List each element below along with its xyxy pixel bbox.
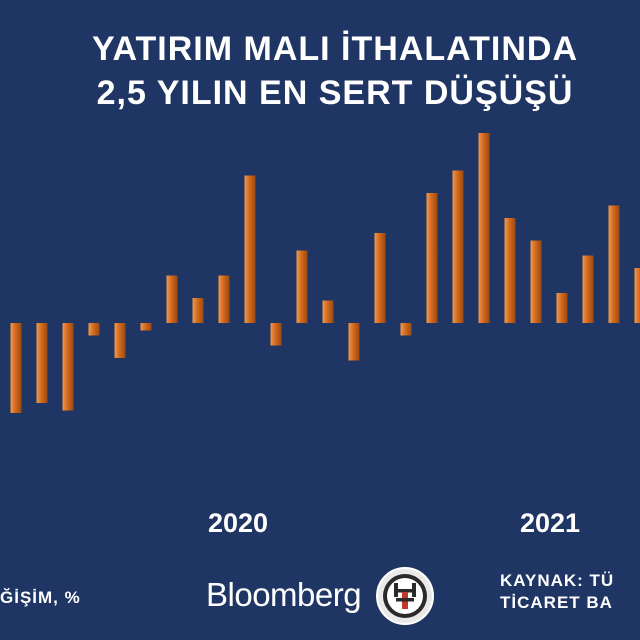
bar-chart [10,133,640,413]
x-tick-label-2021: 2021 [520,508,581,538]
bar-15 [374,233,386,323]
bar-4 [88,323,100,336]
source-line-2: TİCARET BA [500,593,613,612]
bar-23 [582,255,594,323]
source-note: KAYNAK: TÜ TİCARET BA [500,570,614,614]
bar-22 [556,293,568,323]
x-tick-label-2020: 2020 [208,508,269,538]
bar-19 [478,133,490,323]
bar-12 [296,250,308,323]
bar-21 [530,240,542,323]
bar-18 [452,170,464,323]
bar-17 [426,193,438,323]
bar-14 [348,323,360,361]
chart-title-line-2: 2,5 YILIN EN SERT DÜŞÜŞÜ [96,74,574,112]
bar-11 [270,323,282,346]
bar-3 [62,323,74,411]
bar-9 [218,275,230,323]
bar-7 [166,275,178,323]
footer: ĞİŞİM, % Bloomberg KAYNAK: TÜ TİCARET BA [0,562,640,640]
bloomberg-logo: Bloomberg [206,576,362,613]
bar-5 [114,323,126,358]
bar-10 [244,175,256,323]
ht-logo-icon [376,567,434,625]
bar-6 [140,323,152,331]
bar-25 [634,268,640,323]
source-line-1: KAYNAK: TÜ [500,571,615,590]
bar-8 [192,298,204,323]
bar-13 [322,300,334,323]
bar-24 [608,205,620,323]
bar-1 [10,323,22,413]
chart-title-line-1: YATIRIM MALI İTHALATINDA [91,30,579,68]
bar-2 [36,323,48,403]
unit-label: ĞİŞİM, % [0,588,81,607]
bar-16 [400,323,412,336]
bar-20 [504,218,516,323]
